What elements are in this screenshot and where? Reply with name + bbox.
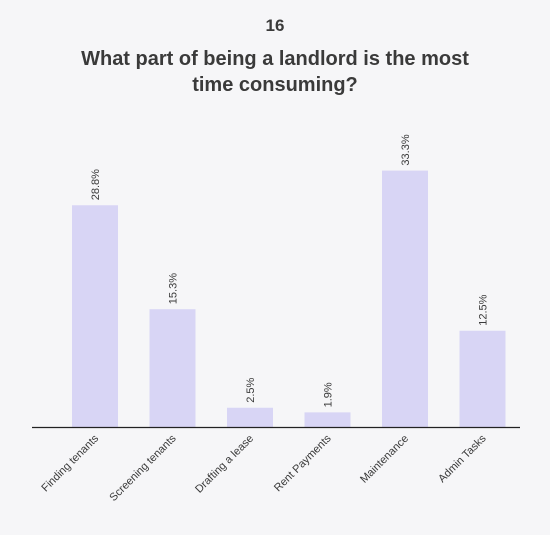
- category-label: Drafting a lease: [193, 433, 256, 496]
- chart-title: What part of being a landlord is the mos…: [81, 48, 469, 96]
- category-label: Rent Payments: [272, 432, 334, 494]
- category-label: Maintenance: [358, 433, 411, 486]
- value-labels-group: 28.8% 15.3% 2.5% 1.9% 33.3% 12.5%: [90, 134, 490, 407]
- bar-admin-tasks: [459, 330, 506, 427]
- value-label: 2.5%: [245, 377, 257, 402]
- value-label: 1.9%: [323, 382, 335, 407]
- category-labels-group: Finding tenants Screening tenants Drafting…: [39, 432, 489, 504]
- category-label: Screening tenants: [107, 432, 179, 504]
- bar-rent-payments: [304, 412, 351, 427]
- question-number: 16: [265, 16, 285, 35]
- value-label: 33.3%: [400, 134, 412, 165]
- bar-finding-tenants: [72, 205, 118, 427]
- bar-drafting-a-lease: [227, 407, 273, 427]
- value-label: 12.5%: [478, 294, 490, 325]
- value-label: 28.8%: [90, 169, 102, 200]
- bar-maintenance: [382, 170, 428, 427]
- bars-group: [72, 170, 506, 427]
- category-label: Finding tenants: [39, 432, 101, 494]
- value-label: 15.3%: [168, 273, 180, 304]
- category-label: Admin Tasks: [436, 432, 489, 485]
- bar-screening-tenants: [149, 309, 196, 427]
